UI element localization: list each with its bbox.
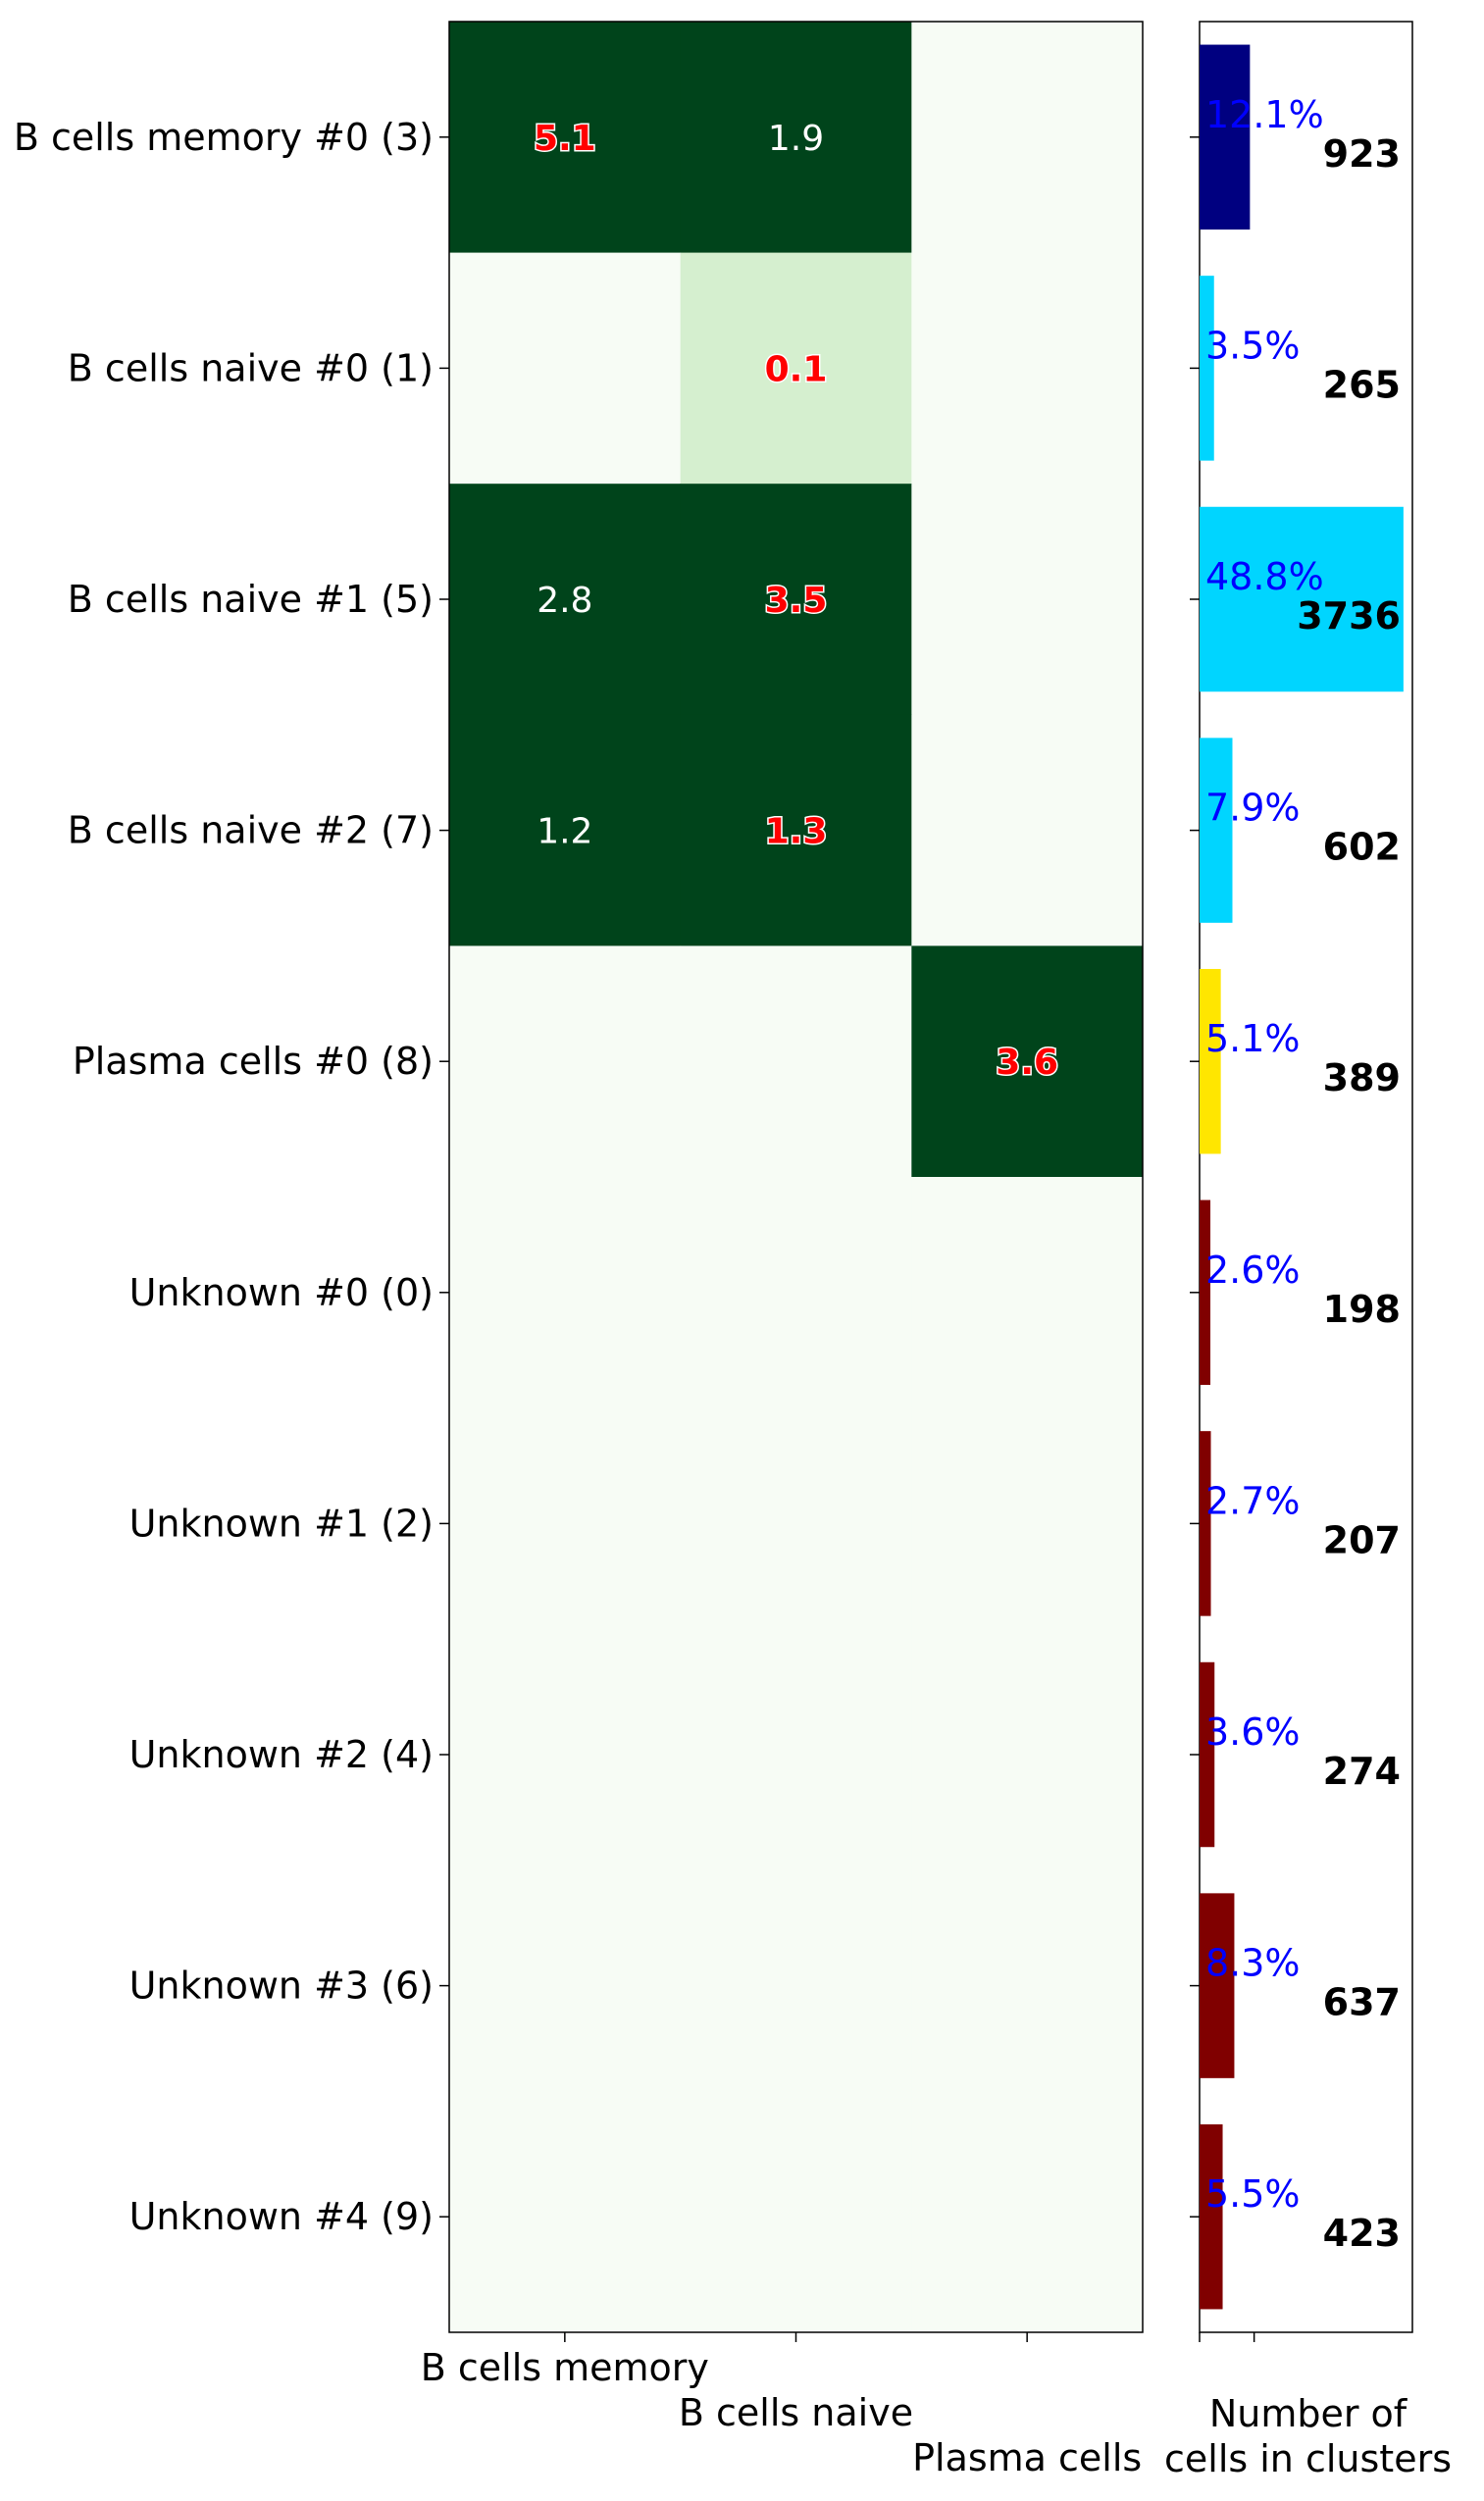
bar [1200,1661,1215,1848]
heatmap-cell-label: 2.8 [537,581,592,621]
bar-percent-label: 3.6% [1205,1710,1301,1754]
bar [1200,1431,1211,1616]
row-tick-label: B cells naive #0 (1) [68,346,434,389]
bar-percent-label: 2.6% [1205,1249,1301,1292]
heatmap-cell [449,252,682,485]
bar-panel: 12.1%923 3.5% 265 48.8%3736 7.9% 602 5.1% 389 2.… [1190,21,1413,2342]
column-tick-label: B cells naive [679,2391,913,2434]
bar-count-label: 637 [1323,1981,1401,2024]
bar-count-label: 389 [1323,1056,1401,1099]
heatmap-cell-label: 3.6 [996,1043,1058,1083]
bar-axis-title-line-1: Number of [1209,2392,1408,2435]
heatmap-cell [680,714,912,946]
heatmap-cell [449,945,682,1178]
row-labels: B cells memory #0 (3) B cells naive #0 (1… [14,116,449,2238]
heatmap-cell [449,1407,682,1640]
column-tick-label: Plasma cells [912,2436,1142,2479]
heatmap-cell [680,1177,912,1409]
bar-percent-label: 48.8% [1205,555,1324,598]
bar [1200,276,1214,461]
heatmap-cell [680,1869,912,2102]
bar [1200,44,1251,230]
bar-percent-label: 7.9% [1205,787,1301,830]
heatmap-cell [911,484,1144,716]
row-tick-label: Unknown #0 (0) [129,1271,434,1314]
heatmap-cell [911,945,1144,1178]
row-tick-label: Unknown #1 (2) [129,1502,434,1545]
bar [1200,738,1233,923]
heatmap-cell [449,2101,682,2333]
bar [1200,506,1404,692]
bar-axes-frame [1199,21,1413,2333]
bar-count-label: 602 [1323,826,1401,869]
heatmap-cell [911,1407,1144,1640]
row-tick-label: B cells naive #2 (7) [68,809,434,852]
bar-count-label: 923 [1323,132,1401,176]
heatmap-cell [449,714,682,946]
bar-count-label: 207 [1323,1518,1401,1561]
heatmap-cell [449,1869,682,2102]
bar-percent-label: 5.1% [1205,1017,1301,1060]
bar-axis-title-line-2: cells in clusters [1164,2437,1452,2480]
heatmap-cell [911,1639,1144,1871]
heatmap-cell [680,252,912,485]
bar-count-label: 423 [1323,2212,1401,2255]
row-tick-label: B cells naive #1 (5) [68,578,434,621]
bar [1200,2123,1223,2310]
heatmap-cell-label: 1.9 [768,119,824,159]
row-tick-label: B cells memory #0 (3) [14,116,434,159]
heatmap-cell-label: 1.2 [537,812,592,852]
heatmap-cell [449,484,682,716]
heatmap-cell [680,1407,912,1640]
heatmap-cell [449,22,682,254]
heatmap-cell [911,22,1144,254]
heatmap-cell [680,484,912,716]
heatmap-cell [680,22,912,254]
heatmap-cell [911,2101,1144,2333]
heatmap-cell [911,1869,1144,2102]
column-tick-label: B cells memory [421,2346,709,2389]
heatmap-cell [680,1639,912,1871]
row-tick-label: Plasma cells #0 (8) [73,1040,434,1083]
bar [1200,1893,1235,2078]
heatmap-cell-label: 5.1 [534,119,596,159]
bar [1200,968,1221,1154]
bar-percent-label: 12.1% [1205,93,1324,136]
heatmap-cell-label: 1.3 [765,812,828,852]
heatmap-cell-label: 3.5 [765,581,828,621]
bar-count-label: 198 [1323,1288,1401,1331]
bar-count-label: 274 [1323,1750,1401,1793]
heatmap-cell [449,1177,682,1409]
bar-count-label: 265 [1323,363,1401,406]
bar-count-label: 3736 [1297,594,1401,638]
bar-percent-label: 3.5% [1205,324,1301,367]
bar [1200,1199,1211,1386]
heatmap-cell [911,252,1144,485]
heatmap-cell [911,1177,1144,1409]
heatmap-cell [449,1639,682,1871]
row-tick-label: Unknown #2 (4) [129,1733,434,1776]
heatmap-cell-label: 0.1 [765,349,828,389]
heatmap: 5.1 1.9 0.1 2.8 3.5 1.2 1.3 3.6 [449,22,1144,2333]
bar-percent-label: 8.3% [1205,1942,1301,1985]
bar-percent-label: 2.7% [1205,1479,1301,1522]
row-tick-label: Unknown #4 (9) [129,2195,434,2238]
heatmap-cell [680,2101,912,2333]
bar-percent-label: 5.5% [1205,2172,1301,2216]
heatmap-cell [680,945,912,1178]
heatmap-cell [911,714,1144,946]
row-tick-label: Unknown #3 (6) [129,1965,434,2008]
